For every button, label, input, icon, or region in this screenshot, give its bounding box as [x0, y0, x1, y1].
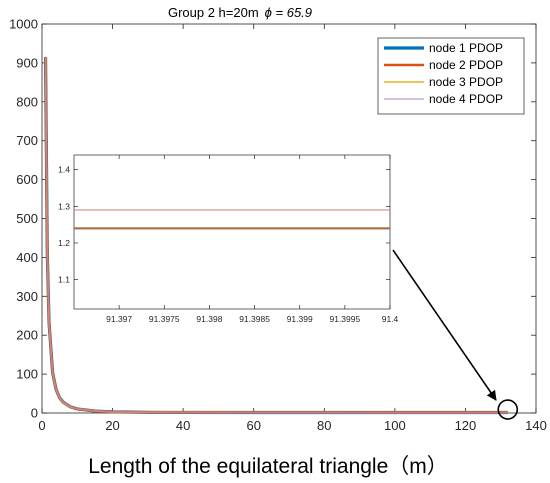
x-tick-label: 0	[38, 418, 45, 433]
inset-y-axis-ticks: 1.1 1.2 1.3 1.4	[58, 165, 390, 285]
inset-x-tick-label: 91.3985	[239, 314, 270, 324]
inset-plot-area	[73, 154, 391, 310]
y-tick-label: 900	[16, 55, 38, 70]
legend-label-node-4: node 4 PDOP	[429, 92, 503, 106]
x-tick-label: 20	[105, 418, 119, 433]
y-tick-label: 400	[16, 250, 38, 265]
x-tick-label: 80	[317, 418, 331, 433]
inset-x-tick-label: 91.399	[287, 314, 313, 324]
series-lines	[43, 56, 508, 415]
inset-x-tick-label: 91.3995	[329, 314, 360, 324]
chart-title-phi: ϕ = 65.9	[265, 5, 312, 20]
inset-x-tick-label: 91.398	[196, 314, 222, 324]
legend: node 1 PDOP node 2 PDOP node 3 PDOP node 4 …	[377, 37, 525, 115]
series-line-node-4	[45, 56, 508, 413]
zoom-highlight-circle	[497, 399, 519, 420]
y-tick-label: 0	[31, 406, 38, 421]
y-tick-label: 300	[16, 289, 38, 304]
y-tick-label: 1000	[9, 17, 38, 32]
y-tick-label: 200	[16, 328, 38, 343]
x-tick-label: 100	[384, 418, 406, 433]
inset-y-tick-label: 1.1	[58, 275, 70, 285]
x-tick-label: 140	[525, 418, 547, 433]
legend-box	[377, 37, 525, 115]
y-tick-label: 700	[16, 133, 38, 148]
x-axis-label: Length of the equilateral triangle（m）	[88, 455, 448, 478]
x-tick-label: 60	[246, 418, 260, 433]
legend-label-node-1: node 1 PDOP	[429, 41, 503, 55]
inset-x-tick-label: 91.3975	[149, 314, 180, 324]
y-axis-ticks: 0 100 200 300 400 500 600 700 800 900 1000	[9, 17, 536, 421]
inset-x-axis-ticks: 91.397 91.3975 91.398 91.3985 91.399 91.3995 9…	[106, 155, 399, 324]
inset-y-tick-label: 1.4	[58, 165, 70, 175]
legend-label-node-2: node 2 PDOP	[429, 58, 503, 72]
y-tick-label: 600	[16, 172, 38, 187]
inset-x-tick-label: 91.397	[106, 314, 132, 324]
x-axis-ticks: 0 20 40 60 80 100 120 140	[38, 24, 547, 433]
inset-y-tick-label: 1.3	[58, 201, 70, 211]
x-tick-label: 40	[176, 418, 190, 433]
inset-lines	[74, 209, 390, 230]
zoom-arrow	[392, 249, 497, 401]
y-tick-label: 500	[16, 211, 38, 226]
inset-y-tick-label: 1.2	[58, 238, 70, 248]
x-tick-label: 120	[455, 418, 477, 433]
y-tick-label: 100	[16, 367, 38, 382]
chart-title: Group 2 h=20m ϕ = 65.9	[168, 5, 312, 20]
y-tick-label: 800	[16, 94, 38, 109]
legend-label-node-3: node 3 PDOP	[429, 75, 503, 89]
inset-x-tick-label: 91.4	[382, 314, 399, 324]
inset-plot: 1.11.21.31.4 91.397 91.3975 91.398 91.3985 9…	[58, 154, 399, 324]
